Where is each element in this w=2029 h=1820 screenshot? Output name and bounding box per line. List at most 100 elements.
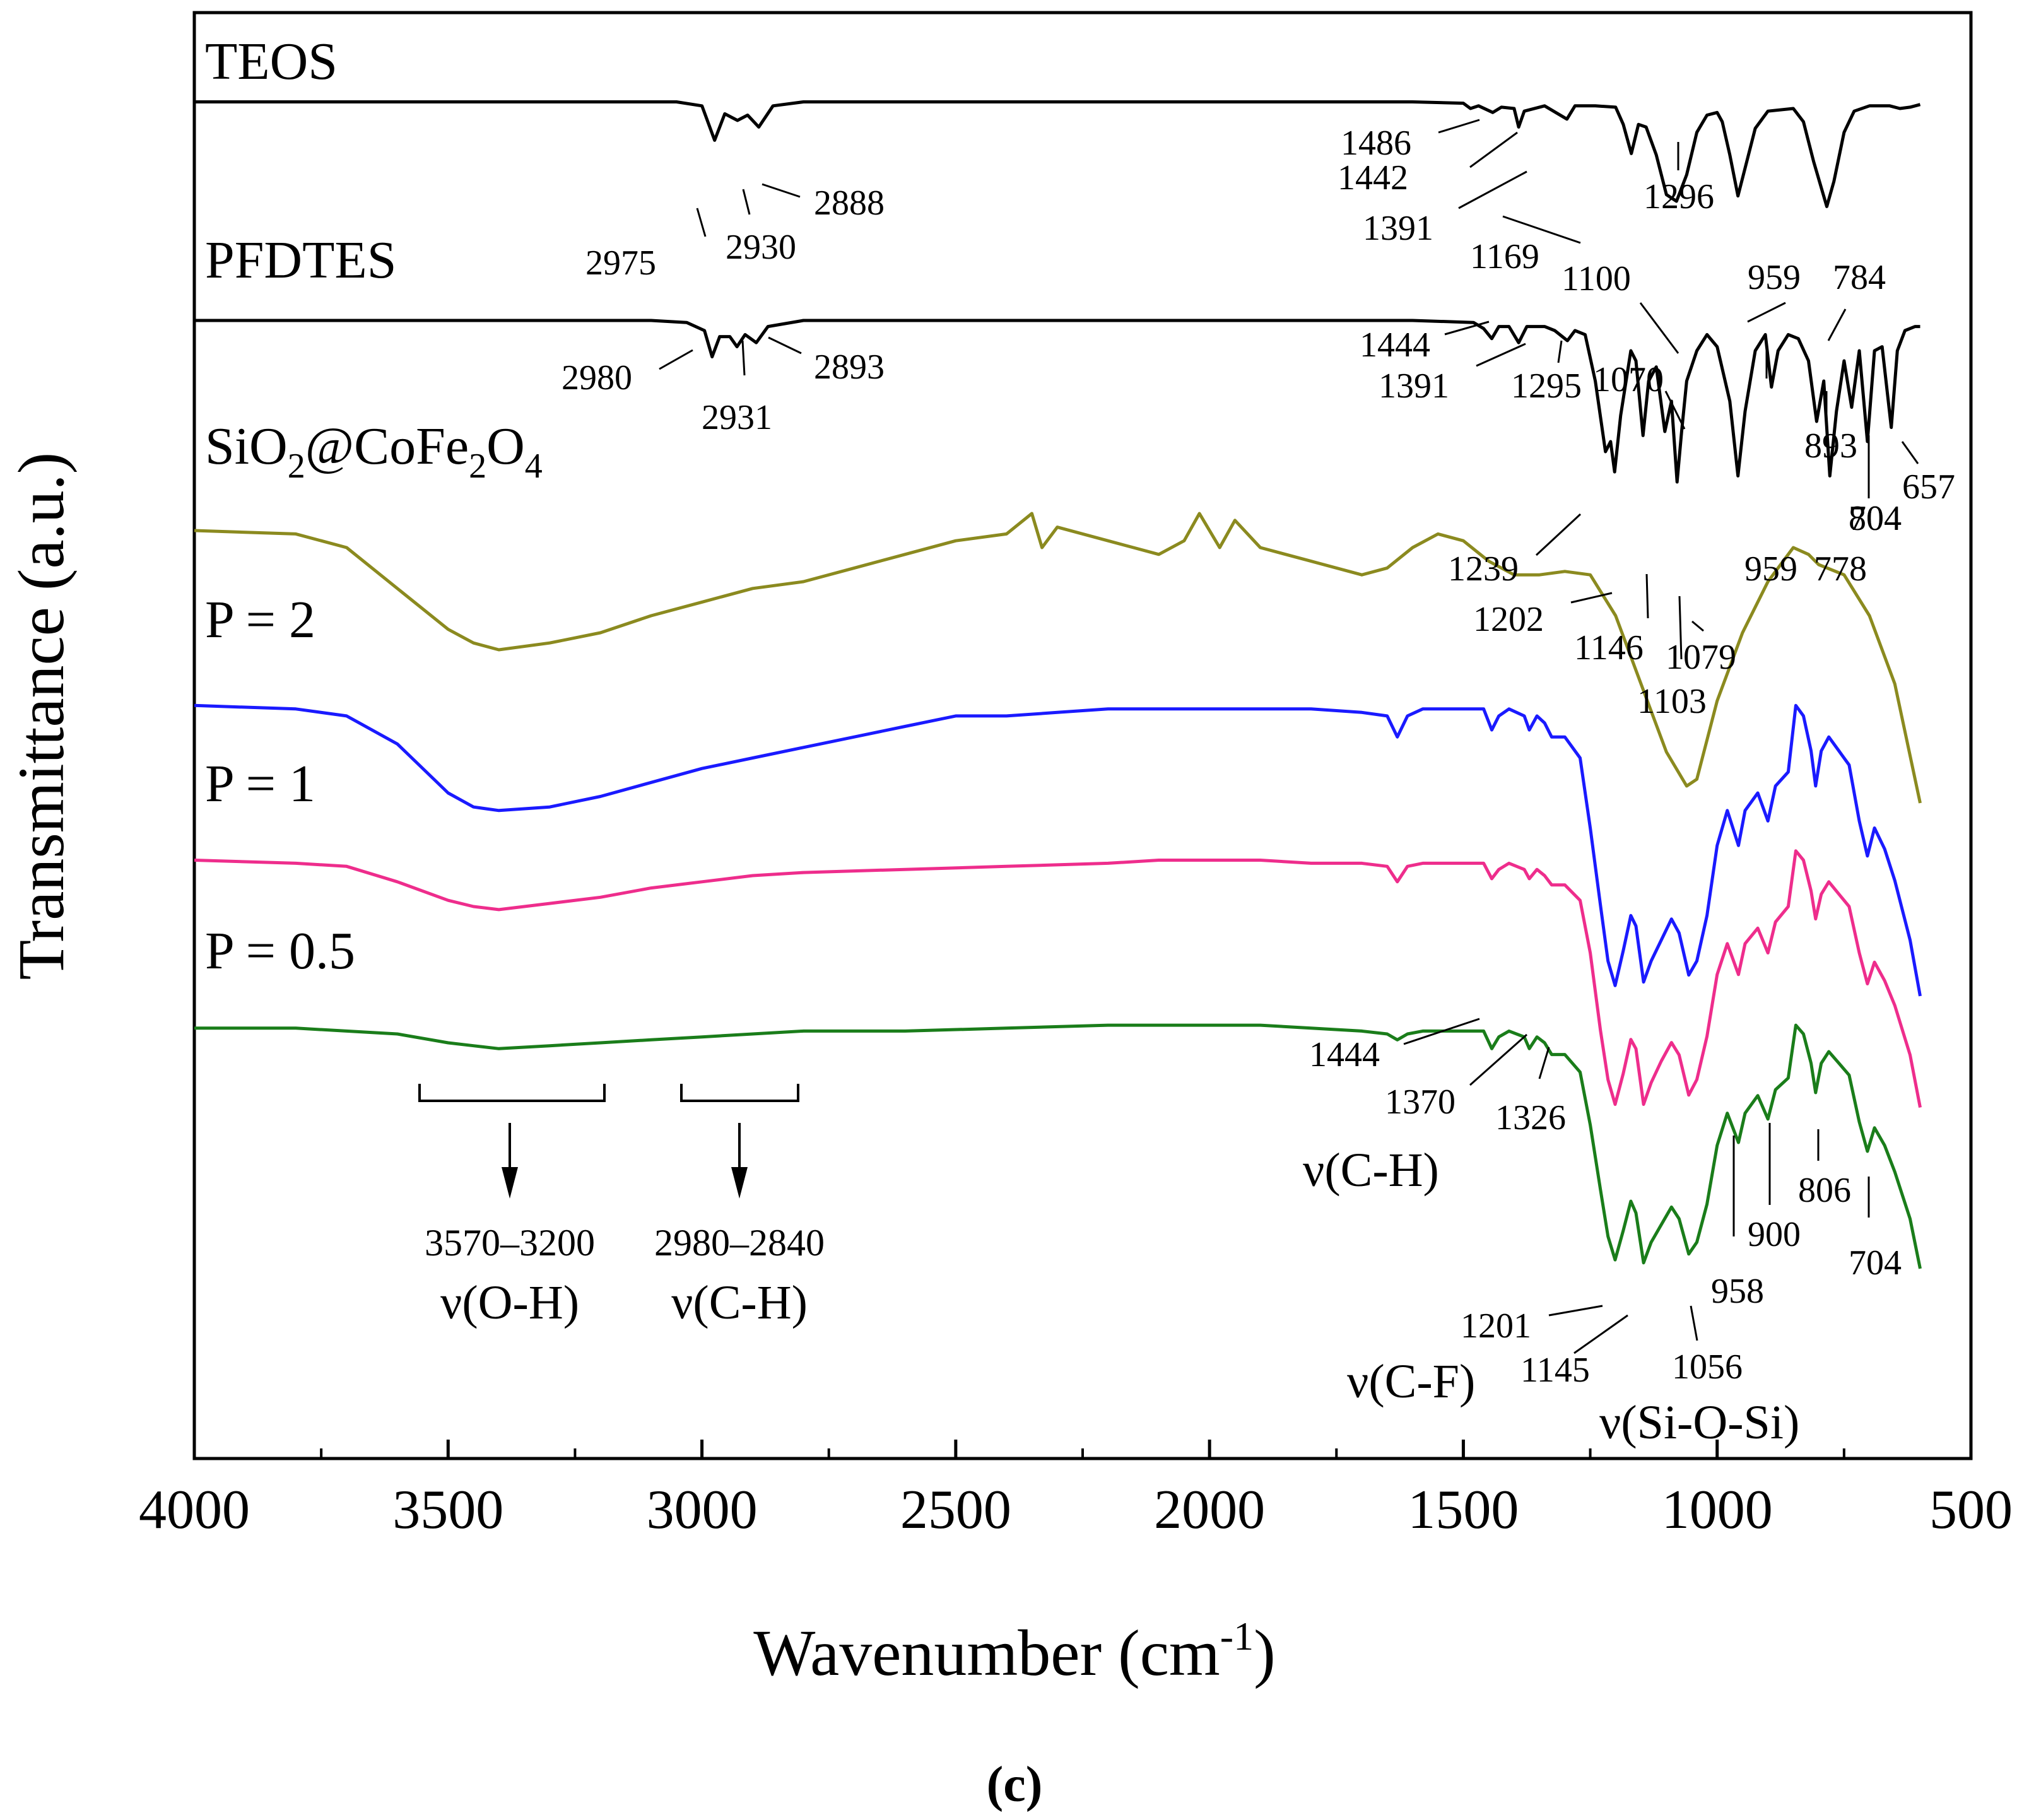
band-annotations — [418, 1084, 799, 1199]
leader-line — [1476, 343, 1526, 367]
o-text: O — [486, 417, 525, 476]
x-tick-label: 1500 — [1408, 1479, 1519, 1541]
leader-line — [1438, 119, 1480, 134]
peak-label-p05-1444: 1444 — [1309, 1035, 1380, 1074]
x-tick-label: 2000 — [1154, 1479, 1265, 1541]
series-group — [194, 100, 1922, 1269]
leader-line — [1458, 170, 1527, 209]
leader-line — [1573, 1314, 1628, 1354]
peak-label-pfdtes-1079: 1079 — [1666, 638, 1736, 677]
peak-label-pfdtes-1070: 1070 — [1593, 360, 1664, 399]
peak-label-teos-959: 959 — [1748, 258, 1801, 297]
leader-line — [1469, 131, 1518, 168]
peak-label-teos-1296: 1296 — [1644, 177, 1714, 216]
peak-label-pfdtes-1103: 1103 — [1637, 682, 1707, 721]
peak-label-pfdtes-893: 893 — [1804, 426, 1857, 466]
series-label-p1: P = 1 — [205, 754, 315, 813]
peak-label-p05-1145: 1145 — [1520, 1351, 1590, 1390]
peak-label-pfdtes-804: 804 — [1849, 499, 1902, 538]
peak-label-p05-704: 704 — [1849, 1243, 1902, 1283]
peak-label-pfdtes-959: 959 — [1744, 549, 1797, 589]
leader-line — [762, 183, 801, 198]
x-tick-label: 3500 — [392, 1479, 503, 1541]
leader-line — [1444, 320, 1490, 336]
peak-label-teos-1442: 1442 — [1338, 158, 1408, 197]
series-line-4 — [194, 849, 1922, 1108]
peak-label-p05-900: 900 — [1748, 1215, 1801, 1254]
leader-line — [1570, 592, 1613, 604]
leader-line — [1403, 1018, 1480, 1045]
peak-label-pfdtes-2980: 2980 — [562, 358, 632, 397]
ch-range-bracket — [680, 1084, 799, 1102]
peak-label-teos-2930: 2930 — [726, 228, 796, 267]
leader-line — [1901, 441, 1919, 464]
peak-label-teos-1169: 1169 — [1470, 237, 1539, 276]
leader-line — [659, 349, 693, 370]
oh-arrow-head — [502, 1167, 518, 1199]
peak-label-pfdtes-778: 778 — [1814, 549, 1867, 589]
leader-line — [768, 336, 802, 355]
peak-label-p05-1056: 1056 — [1672, 1347, 1743, 1387]
ch-mode-label: ν(C-H) — [671, 1276, 808, 1329]
x-axis-title: Wavenumber (cm-1) — [753, 1614, 1275, 1689]
x-axis-title-text: Wavenumber (cm — [753, 1617, 1220, 1689]
leader-line — [1645, 573, 1649, 619]
panel-label: (c) — [987, 1757, 1043, 1812]
peak-label-pfdtes-2893: 2893 — [814, 348, 885, 387]
peak-label-p05-1201: 1201 — [1461, 1306, 1531, 1346]
leader-line — [1690, 1305, 1698, 1341]
peak-label-teos-1100: 1100 — [1561, 259, 1631, 298]
sio2-text: SiO — [205, 417, 288, 476]
series-label-sio2-cofe2o4: SiO2@CoFe2O4 — [205, 417, 543, 486]
series-label-p2: P = 2 — [205, 590, 315, 649]
leader-line — [1548, 1305, 1603, 1317]
peak-label-teos-2975: 2975 — [585, 244, 656, 283]
series-label-pfdtes: PFDTES — [205, 231, 396, 290]
leader-line — [1664, 390, 1686, 430]
peak-labels: 2975 2930 2888 1486 1442 1391 1296 1169 … — [562, 119, 1955, 1390]
peak-label-p05-1370: 1370 — [1385, 1083, 1456, 1122]
cofe-text: @CoFe — [305, 417, 469, 476]
oh-range-label: 3570–3200 — [425, 1222, 595, 1264]
peak-label-p05-806: 806 — [1798, 1171, 1851, 1210]
siosi-mode-label: ν(Si-O-Si) — [1599, 1396, 1799, 1449]
oh-mode-label: ν(O-H) — [440, 1276, 579, 1329]
leader-line — [1827, 308, 1847, 341]
peak-label-teos-1391: 1391 — [1363, 209, 1433, 248]
ch-mode-label-right: ν(C-H) — [1303, 1144, 1439, 1197]
peak-label-pfdtes-657: 657 — [1902, 467, 1955, 507]
peak-label-teos-2888: 2888 — [814, 184, 885, 223]
leader-line — [741, 340, 746, 376]
peak-label-pfdtes-704: 704 — [1849, 499, 1902, 538]
leader-line — [1639, 302, 1679, 354]
series-line-5 — [194, 1023, 1922, 1269]
leader-line — [1535, 513, 1582, 556]
leader-line — [1469, 1033, 1527, 1086]
peak-label-pfdtes-1444: 1444 — [1360, 326, 1430, 365]
leader-line — [1502, 215, 1581, 244]
peak-label-p05-958: 958 — [1711, 1272, 1764, 1311]
oh-range-bracket — [418, 1084, 606, 1102]
series-label-teos: TEOS — [205, 32, 338, 91]
x-axis-title-sup: -1 — [1220, 1614, 1254, 1659]
ch-arrow-head — [731, 1167, 748, 1199]
peak-label-pfdtes-1202: 1202 — [1473, 600, 1544, 639]
cofe-subscript: 2 — [469, 447, 486, 486]
series-label-p05: P = 0.5 — [205, 922, 355, 980]
peak-label-pfdtes-1391: 1391 — [1379, 367, 1449, 406]
series-line-2 — [194, 512, 1922, 804]
series-labels: TEOS PFDTES SiO2@CoFe2O4 P = 2 P = 1 P =… — [205, 32, 543, 980]
peak-label-pfdtes-2931: 2931 — [702, 398, 772, 437]
peak-label-teos-1486: 1486 — [1341, 124, 1411, 163]
peak-label-pfdtes-1146: 1146 — [1574, 628, 1644, 667]
leader-line — [1747, 302, 1786, 323]
series-line-0 — [194, 100, 1921, 208]
leader-line — [1538, 1047, 1550, 1079]
peak-label-pfdtes-1239: 1239 — [1448, 549, 1519, 589]
sio2-subscript: 2 — [288, 447, 305, 486]
leader-line — [1691, 620, 1704, 632]
x-axis-title-close: ) — [1254, 1617, 1276, 1689]
x-tick-label: 4000 — [139, 1479, 250, 1541]
peak-label-pfdtes-1295: 1295 — [1511, 367, 1582, 406]
